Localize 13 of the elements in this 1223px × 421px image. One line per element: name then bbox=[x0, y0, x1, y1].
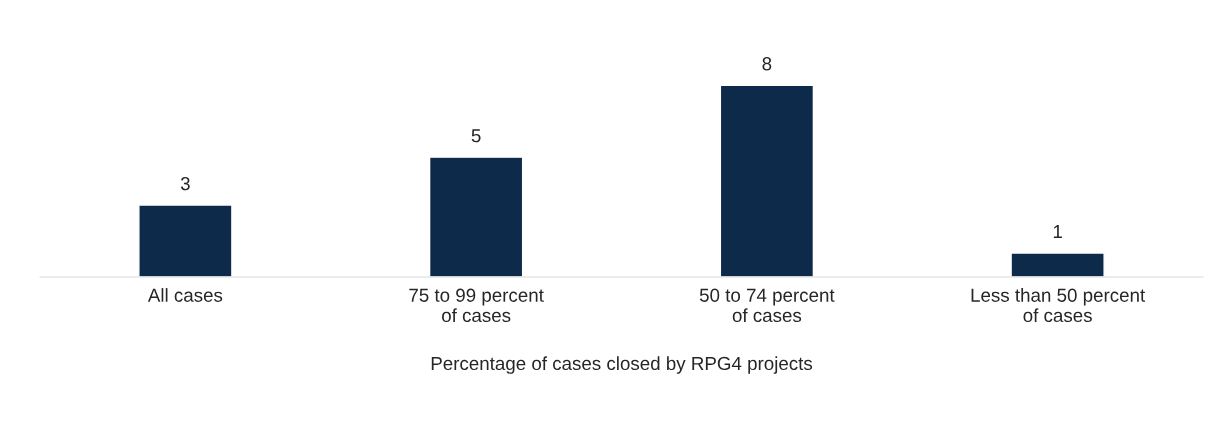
data-label: 8 bbox=[762, 57, 772, 71]
x-axis-title: Percentage of cases closed by RPG4 projects bbox=[431, 356, 813, 374]
x-tick-label: 50 to 74 percent of cases bbox=[699, 288, 835, 323]
bar bbox=[1010, 252, 1105, 277]
bar bbox=[428, 156, 524, 277]
data-label: 1 bbox=[1053, 225, 1062, 239]
data-label: 5 bbox=[471, 129, 481, 143]
x-tick-label: All cases bbox=[147, 288, 223, 302]
bar bbox=[719, 84, 815, 277]
x-tick-label: 75 to 99 percent of cases bbox=[409, 288, 544, 323]
bar bbox=[138, 204, 233, 277]
x-tick-label: Less than 50 percent of cases bbox=[971, 288, 1146, 323]
data-label: 3 bbox=[180, 176, 190, 191]
